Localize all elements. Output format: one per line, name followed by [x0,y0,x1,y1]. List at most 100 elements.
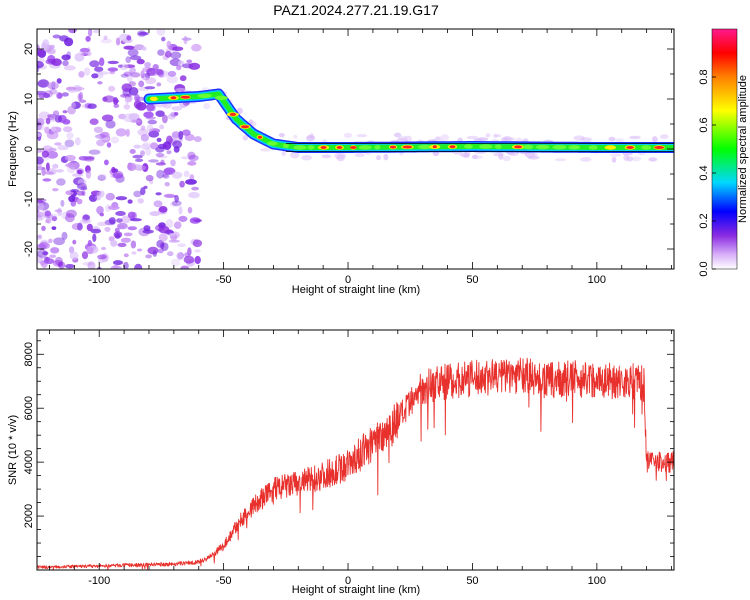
noise-speckle [140,143,151,151]
noise-speckle [104,159,109,166]
noise-speckle [164,50,172,58]
noise-speckle [37,217,44,221]
ridge-peak [307,145,315,150]
spectrogram-y-tick-label: 0 [23,146,35,152]
halo-speckle [629,135,641,140]
halo-speckle [659,134,669,140]
noise-speckle [142,142,152,149]
noise-speckle [110,136,120,144]
noise-speckle [90,228,102,234]
noise-speckle [37,249,48,258]
noise-speckle [158,225,170,234]
halo-speckle [471,155,483,160]
noise-speckle [44,126,50,134]
noise-speckle [146,103,155,112]
spectrogram-y-tick-label: -10 [23,191,35,207]
halo-speckle [498,153,504,160]
noise-speckle [37,79,50,88]
noise-speckle [172,46,184,52]
noise-speckle [168,239,180,243]
noise-speckle [137,128,149,136]
noise-speckle [66,51,71,59]
noise-speckle [171,131,181,139]
noise-speckle [88,149,101,155]
noise-speckle [135,158,144,162]
ridge-peak-hot [514,145,523,149]
noise-speckle [65,162,77,168]
noise-speckle [194,249,201,253]
noise-speckle [117,222,128,230]
noise-speckle [107,60,119,65]
noise-speckle [194,219,202,223]
noise-speckle [178,215,188,222]
noise-speckle [159,124,165,130]
noise-speckle [134,263,143,269]
noise-speckle [122,113,135,123]
noise-speckle [63,65,76,71]
noise-speckle [158,233,168,242]
snr-y-axis-label: SNR (10 * v/v) [7,415,19,485]
noise-speckle [79,218,92,224]
halo-speckle [623,154,630,162]
noise-speckle [65,213,75,223]
ridge-peak [494,144,502,149]
noise-speckle [97,254,107,260]
noise-speckle [183,170,190,178]
ridge-peak-hot [654,146,665,149]
noise-speckle [94,66,104,72]
halo-speckle [608,136,616,142]
noise-speckle [174,112,179,116]
noise-speckle [162,114,168,124]
halo-speckle [615,138,625,143]
halo-speckle [435,136,441,141]
noise-speckle [163,167,176,175]
snr-x-tick-label: 0 [345,575,351,587]
noise-speckle [61,231,68,240]
noise-speckle [106,142,112,148]
ridge-peak [358,145,372,150]
halo-speckle [493,133,498,138]
noise-speckle [183,255,195,264]
halo-speckle [293,134,298,139]
noise-speckle [69,251,79,260]
snr-y-tick-label: 2000 [23,504,35,528]
noise-speckle [52,163,59,169]
noise-speckle [188,62,201,70]
noise-speckle [130,72,141,78]
noise-speckle [41,150,50,158]
ridge-peak [266,141,278,146]
noise-speckle [141,46,147,51]
noise-speckle [130,240,137,249]
noise-speckle [176,65,182,71]
noise-speckle [156,29,166,36]
noise-speckle [127,199,133,204]
noise-speckle [78,156,89,161]
noise-speckle [61,54,71,61]
noise-speckle [77,182,87,191]
noise-speckle [51,226,57,231]
spectrogram-y-tick-label: 20 [23,43,35,55]
noise-speckle [127,162,137,172]
noise-speckle [85,35,91,42]
halo-speckle [440,134,450,141]
noise-speckle [76,198,83,205]
snr-x-tick-label: 50 [466,575,478,587]
noise-speckle [47,115,56,120]
noise-speckle [72,239,77,245]
halo-speckle [203,103,211,110]
snr-x-tick-label: -50 [216,575,232,587]
spectrogram-x-tick-label: 50 [466,274,478,286]
noise-speckle [170,258,181,267]
noise-speckle [85,170,92,179]
noise-speckle [194,136,202,143]
snr-frame [36,329,675,571]
snr-x-axis-label: Height of straight line (km) [292,584,420,596]
noise-speckle [167,70,177,77]
noise-speckle [157,49,165,56]
noise-speckle [37,124,45,131]
noise-speckle [54,142,62,146]
figure-title: PAZ1.2024.277.21.19.G17 [273,2,439,18]
noise-speckle [38,93,45,99]
noise-speckle [94,134,107,139]
noise-speckle [169,201,178,207]
